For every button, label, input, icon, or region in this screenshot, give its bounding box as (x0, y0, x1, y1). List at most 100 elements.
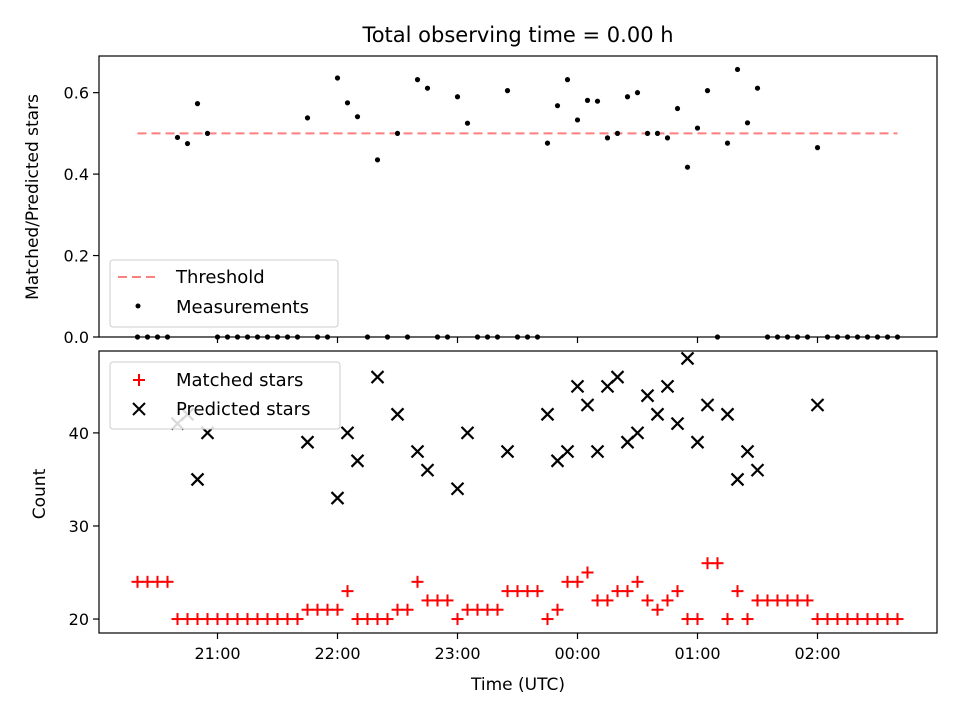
bottom-panel: 20 30 40 21:00 22:00 23:00 00:00 01:00 02:00 Co… (30, 350, 938, 695)
measurement-point (174, 134, 181, 141)
predicted-star-stroke-b (350, 454, 365, 468)
measurement-point (804, 334, 811, 340)
predicted-star-point (680, 351, 695, 366)
measurement-point (364, 334, 371, 340)
predicted-star-point (390, 407, 405, 422)
measurement-point (754, 85, 761, 91)
predicted-star-point (670, 416, 685, 431)
predicted-star-stroke-b (720, 407, 735, 422)
measurement-point (574, 117, 581, 123)
measurement-points (134, 66, 901, 340)
predicted-star-stroke-b (560, 444, 575, 459)
measurement-point (464, 120, 471, 126)
matched-star-point (801, 594, 814, 607)
measurement-point (504, 88, 511, 94)
predicted-star-point (370, 370, 385, 384)
measurement-point (674, 105, 681, 112)
bottom-x-tick-label: 01:00 (674, 644, 720, 663)
predicted-star-point (730, 472, 745, 487)
predicted-star-point (700, 398, 715, 412)
measurement-point (514, 334, 521, 340)
matched-star-point (161, 575, 174, 588)
matched-star-point (581, 566, 594, 579)
legend-matched-label: Matched stars (176, 370, 303, 391)
top-y-tick-label: 0.0 (64, 328, 89, 347)
legend-measurements-label: Measurements (176, 297, 309, 318)
predicted-star-stroke-b (540, 407, 555, 422)
predicted-star-point (660, 379, 675, 394)
predicted-star-stroke-b (740, 444, 755, 459)
measurement-point (194, 101, 201, 107)
predicted-star-point (750, 463, 765, 477)
measurement-point (294, 334, 301, 340)
matched-star-point (721, 613, 734, 626)
measurement-point (264, 334, 271, 340)
predicted-star-stroke-b (610, 370, 625, 384)
top-legend: Threshold Measurements (109, 259, 339, 328)
measurement-point (614, 130, 621, 136)
bottom-legend-box (109, 361, 341, 430)
measurement-point (224, 334, 231, 340)
measurement-point (404, 334, 411, 340)
measurement-point (204, 130, 211, 136)
top-legend-box (109, 259, 339, 328)
measurement-point (744, 120, 751, 126)
predicted-star-stroke-b (420, 463, 435, 477)
predicted-star-point (420, 463, 435, 477)
predicted-star-point (460, 426, 475, 440)
matched-star-point (571, 575, 584, 588)
legend-matched-swatch (133, 374, 145, 386)
predicted-star-stroke-b (370, 370, 385, 384)
predicted-star-stroke-b (670, 416, 685, 431)
matched-star-point (401, 603, 414, 616)
measurement-point (234, 334, 241, 340)
measurement-point (254, 334, 261, 340)
predicted-star-stroke-b (590, 444, 605, 459)
matched-star-point (891, 613, 904, 626)
measurement-point (424, 85, 431, 91)
predicted-star-point (350, 454, 365, 468)
matched-star-point (441, 594, 454, 607)
measurement-point (734, 66, 741, 73)
matched-star-point (381, 613, 394, 626)
bottom-x-tick-label: 02:00 (794, 644, 840, 663)
predicted-star-stroke-b (650, 407, 665, 422)
predicted-star-stroke-b (660, 379, 675, 394)
measurement-point (384, 334, 391, 340)
predicted-star-point (720, 407, 735, 422)
measurement-point (154, 334, 161, 340)
legend-measurements-swatch (135, 303, 141, 309)
measurement-point (824, 334, 831, 340)
predicted-star-stroke-b (690, 435, 705, 449)
matched-star-point (491, 603, 504, 616)
predicted-star-stroke-b (340, 426, 355, 440)
measurement-point (714, 334, 721, 340)
predicted-star-point (630, 426, 645, 440)
predicted-star-stroke-b (460, 426, 475, 440)
measurement-point (164, 334, 171, 340)
measurement-point (524, 334, 531, 340)
measurement-point (344, 100, 351, 106)
bottom-x-tick-label: 23:00 (434, 644, 480, 663)
predicted-star-point (650, 407, 665, 422)
bottom-x-tick-label: 00:00 (554, 644, 600, 663)
measurement-point (694, 125, 701, 131)
matched-star-point (531, 585, 544, 598)
matched-star-point (291, 613, 304, 626)
predicted-star-point (410, 444, 425, 459)
measurement-point (374, 157, 381, 163)
predicted-star-point (450, 481, 465, 496)
measurement-point (554, 103, 561, 109)
measurement-point (764, 334, 771, 340)
predicted-star-stroke-b (640, 388, 655, 403)
matched-star-point (631, 575, 644, 588)
measurement-point (484, 334, 491, 340)
bottom-x-tick-label: 22:00 (314, 644, 360, 663)
predicted-star-point (560, 444, 575, 459)
predicted-star-stroke-b (810, 398, 825, 412)
predicted-star-stroke-b (730, 472, 745, 487)
measurement-point (454, 94, 461, 100)
measurement-point (284, 334, 291, 340)
